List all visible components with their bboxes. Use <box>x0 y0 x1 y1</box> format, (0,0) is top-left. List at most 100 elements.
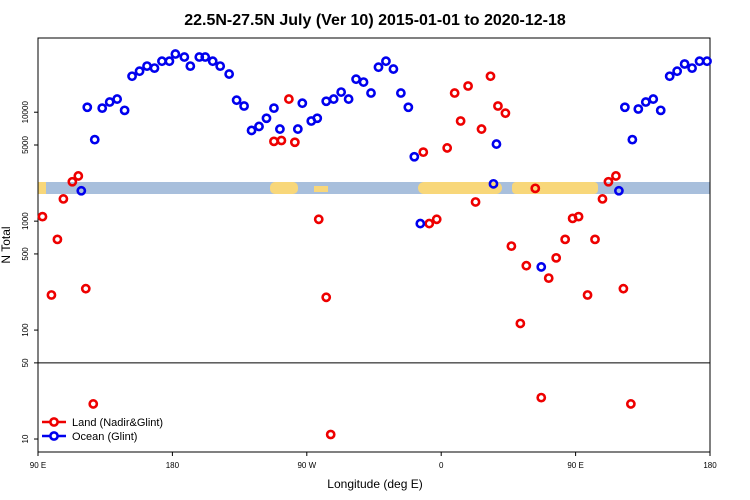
point <box>269 136 279 147</box>
point <box>648 94 659 104</box>
point <box>343 94 354 104</box>
map-strip <box>38 182 710 194</box>
point <box>536 392 547 403</box>
point <box>476 124 487 134</box>
y-tick-label: 10 <box>21 434 30 443</box>
point <box>52 234 63 245</box>
point <box>231 95 242 106</box>
point <box>200 52 211 62</box>
point <box>590 234 600 245</box>
point <box>493 101 503 111</box>
point <box>633 104 644 114</box>
point <box>170 49 181 59</box>
point <box>455 116 466 126</box>
point <box>246 125 257 136</box>
point <box>530 183 541 194</box>
point <box>664 71 675 82</box>
point <box>694 56 705 67</box>
y-axis-label: N Total <box>0 226 13 263</box>
point <box>215 61 226 72</box>
point <box>321 292 332 303</box>
plot-frame <box>37 37 711 453</box>
point <box>611 171 621 181</box>
point <box>582 290 593 300</box>
point <box>687 63 697 74</box>
x-tick-label: 90 E <box>567 461 583 470</box>
point <box>655 105 666 116</box>
point <box>418 147 429 158</box>
point <box>488 178 499 189</box>
point <box>164 56 175 67</box>
point <box>381 56 391 67</box>
legend-label: Ocean (Glint) <box>72 431 137 443</box>
point <box>313 214 324 225</box>
point <box>672 66 683 77</box>
point <box>292 124 303 134</box>
point <box>679 59 690 69</box>
point <box>366 88 376 98</box>
point <box>82 102 93 113</box>
point <box>289 137 300 148</box>
legend-marker <box>49 431 59 441</box>
point <box>618 283 629 294</box>
point <box>627 134 638 145</box>
point <box>297 98 308 109</box>
point <box>283 94 294 104</box>
x-tick-label: 180 <box>166 461 180 470</box>
point <box>470 197 481 207</box>
x-tick-label: 0 <box>439 461 444 470</box>
point <box>328 94 339 104</box>
point <box>37 211 48 222</box>
point <box>254 121 264 132</box>
point <box>515 318 526 329</box>
point <box>573 211 584 222</box>
y-tick-label: 1000 <box>21 212 30 230</box>
point <box>536 262 547 272</box>
point <box>351 74 361 85</box>
point <box>603 176 614 187</box>
point <box>560 234 571 245</box>
y-tick-label: 500 <box>21 247 30 261</box>
point <box>625 399 636 409</box>
point <box>373 62 384 73</box>
point <box>269 103 279 114</box>
point <box>463 81 473 91</box>
point <box>149 63 160 74</box>
legend-label: Land (Nadir&Glint) <box>72 417 163 429</box>
point <box>442 143 453 153</box>
chart-title: 22.5N-27.5N July (Ver 10) 2015-01-01 to … <box>184 12 566 29</box>
x-tick-label: 90 E <box>30 461 46 470</box>
point <box>614 185 624 196</box>
point <box>142 61 152 72</box>
point <box>543 273 554 284</box>
point <box>640 97 651 107</box>
point <box>619 102 630 113</box>
point <box>97 103 108 114</box>
point <box>58 194 69 204</box>
point <box>409 151 420 162</box>
x-tick-label: 180 <box>703 461 717 470</box>
point <box>80 283 91 294</box>
point <box>431 214 442 225</box>
legend-marker <box>49 417 59 427</box>
point <box>207 56 218 67</box>
x-tick-label: 90 W <box>297 461 316 470</box>
point <box>185 61 196 72</box>
point <box>449 88 460 98</box>
point <box>104 97 115 107</box>
point <box>321 96 332 107</box>
y-tick-label: 5000 <box>21 136 30 154</box>
point <box>702 56 712 67</box>
point <box>46 290 57 300</box>
point <box>261 113 272 124</box>
point <box>134 66 145 77</box>
point <box>112 94 123 104</box>
point <box>276 135 287 146</box>
point <box>506 241 517 252</box>
point <box>119 105 130 116</box>
point <box>76 185 87 196</box>
point <box>403 102 414 113</box>
point <box>179 52 190 62</box>
point <box>336 87 347 97</box>
